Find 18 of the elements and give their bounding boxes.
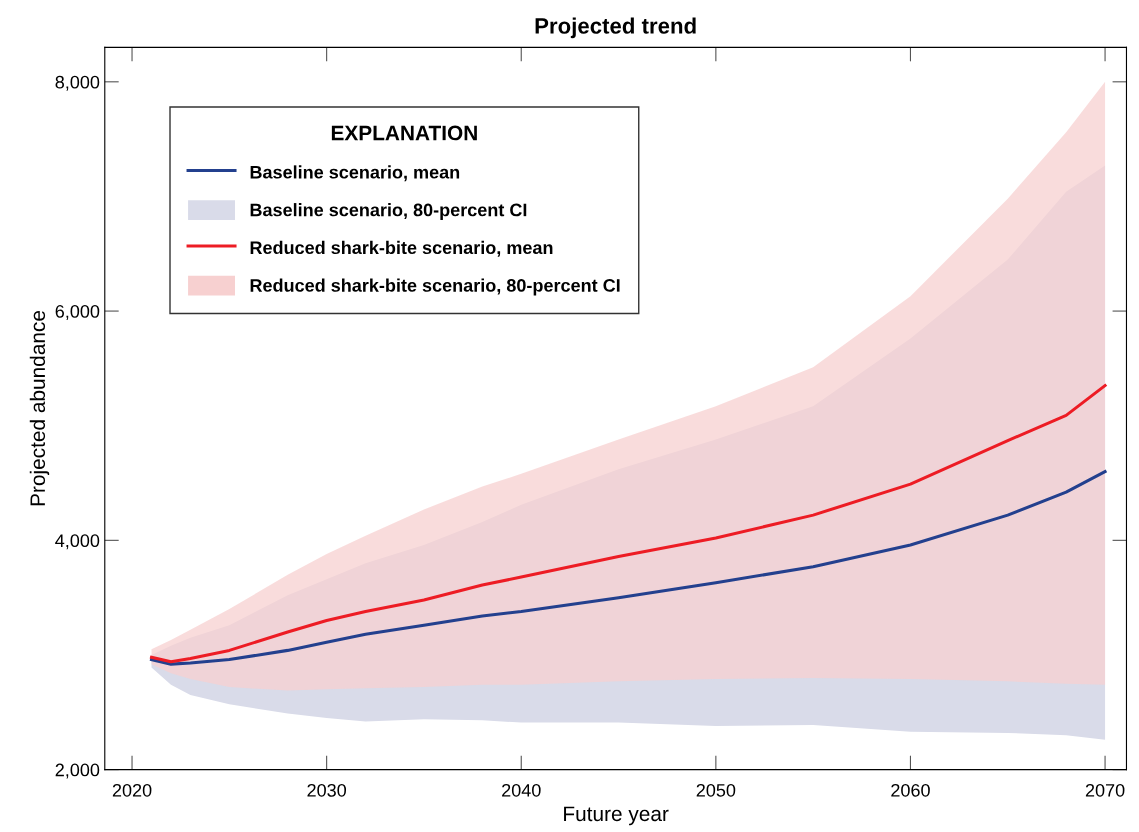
y-tick-label: 6,000 <box>55 305 100 320</box>
legend-title: EXPLANATION <box>331 125 477 141</box>
x-tick-label: 2030 <box>307 783 347 797</box>
legend-label: Reduced shark-bite scenario, 80-percent CI <box>250 278 620 296</box>
y-tick-label: 4,000 <box>55 534 100 550</box>
legend-label: Baseline scenario, 80-percent CI <box>250 203 527 220</box>
y-tick-label: 2,000 <box>55 763 100 779</box>
x-tick-label: 2070 <box>1085 783 1125 797</box>
y-tick-label: 8,000 <box>55 75 100 91</box>
chart-title: Projected trend <box>535 17 696 39</box>
y-axis-title: Projected abundance <box>29 310 50 506</box>
x-tick-label: 2050 <box>696 783 736 797</box>
x-tick-label: 2020 <box>112 783 152 797</box>
x-tick-label: 2040 <box>502 783 541 797</box>
legend-label: Reduced shark-bite scenario, mean <box>250 240 553 257</box>
x-axis-title: Future year <box>564 806 669 826</box>
x-tick-label: 2060 <box>891 783 930 797</box>
legend-label: Baseline scenario, mean <box>250 165 460 182</box>
